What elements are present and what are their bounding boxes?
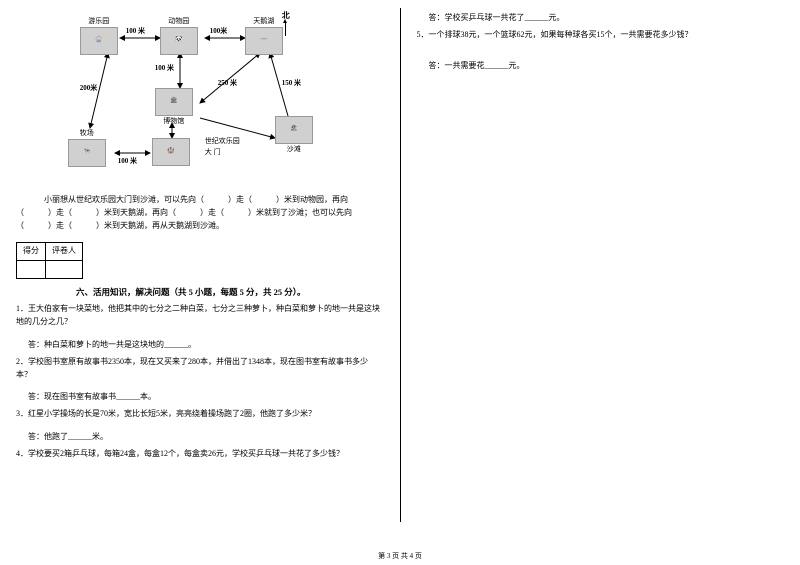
image-placeholder: 🏛 [155, 88, 193, 116]
gate-label-a: 世纪欢乐园 [205, 136, 240, 147]
node-label: 天鹅湖 [245, 16, 283, 27]
question-5: 5．一个排球38元，一个篮球62元，如果每种球各买15个，一共需要花多少钱？ [417, 29, 785, 42]
image-placeholder: 🏖 [275, 116, 313, 144]
node-zoo: 动物园 🐼 [160, 16, 198, 55]
answer-5: 答：一共需要花______元。 [417, 60, 785, 73]
dist-label: 150 米 [282, 78, 301, 89]
node-label: 博物馆 [155, 116, 193, 127]
node-gate-label: 世纪欢乐园 大 门 [205, 136, 240, 158]
answer-4: 答：学校买乒乓球一共花了______元。 [417, 12, 785, 25]
image-placeholder: 🎡 [80, 27, 118, 55]
image-placeholder: ~~ [245, 27, 283, 55]
answer-3: 答：他跑了______米。 [16, 431, 384, 444]
image-placeholder: 🏰 [152, 138, 190, 166]
answer-1: 答：种白菜和萝卜的地一共是这块地的______。 [16, 339, 384, 352]
question-2: 2．学校图书室原有故事书2350本，现在又买来了280本，并借出了1348本，现… [16, 356, 384, 382]
node-amusement: 游乐园 🎡 [80, 16, 118, 55]
page-footer: 第 3 页 共 4 页 [0, 551, 800, 561]
question-4: 4．学校要买2箱乒乓球，每箱24盒，每盒12个，每盒卖26元，学校买乒乓球一共花… [16, 448, 384, 461]
node-label: 游乐园 [80, 16, 118, 27]
node-label: 牧场 [68, 128, 106, 139]
question-1: 1．王大伯家有一块菜地，他把其中的七分之二种白菜，七分之三种萝卜，种白菜和萝卜的… [16, 303, 384, 329]
dist-label: 100 米 [126, 26, 145, 37]
node-gate: 🏰 [152, 138, 190, 166]
node-museum: 🏛 博物馆 [155, 88, 193, 127]
node-beach: 🏖 沙滩 [275, 116, 313, 155]
node-swanlake: 天鹅湖 ~~ [245, 16, 283, 55]
answer-2: 答：现在图书室有故事书______本。 [16, 391, 384, 404]
dist-label: 250 米 [218, 78, 237, 89]
map-question-text: 小丽想从世纪欢乐园大门到沙滩，可以先向（ ）走（ ）米到动物园，再向（ ）走（ … [16, 194, 384, 232]
score-cell: 得分 [17, 243, 46, 261]
gate-label-b: 大 门 [205, 147, 240, 158]
park-diagram: 北 [60, 8, 340, 188]
right-column: 答：学校买乒乓球一共花了______元。 5．一个排球38元，一个篮球62元，如… [401, 0, 800, 530]
dist-label: 100 米 [155, 63, 174, 74]
left-column: 北 [0, 0, 400, 530]
image-placeholder: 🐼 [160, 27, 198, 55]
score-table: 得分 评卷人 [16, 242, 83, 279]
dist-label: 200米 [80, 83, 98, 94]
node-label: 沙滩 [275, 144, 313, 155]
section-6-title: 六、活用知识，解决问题（共 5 小题，每题 5 分，共 25 分）。 [76, 286, 384, 300]
dist-label: 100米 [210, 26, 228, 37]
node-ranch: 牧场 🐄 [68, 128, 106, 167]
image-placeholder: 🐄 [68, 139, 106, 167]
node-label: 动物园 [160, 16, 198, 27]
question-3: 3．红星小学操场的长是70米，宽比长短5米，亮亮绕着操场跑了2圈，他跑了多少米？ [16, 408, 384, 421]
grader-cell: 评卷人 [46, 243, 83, 261]
dist-label: 100 米 [118, 156, 137, 167]
